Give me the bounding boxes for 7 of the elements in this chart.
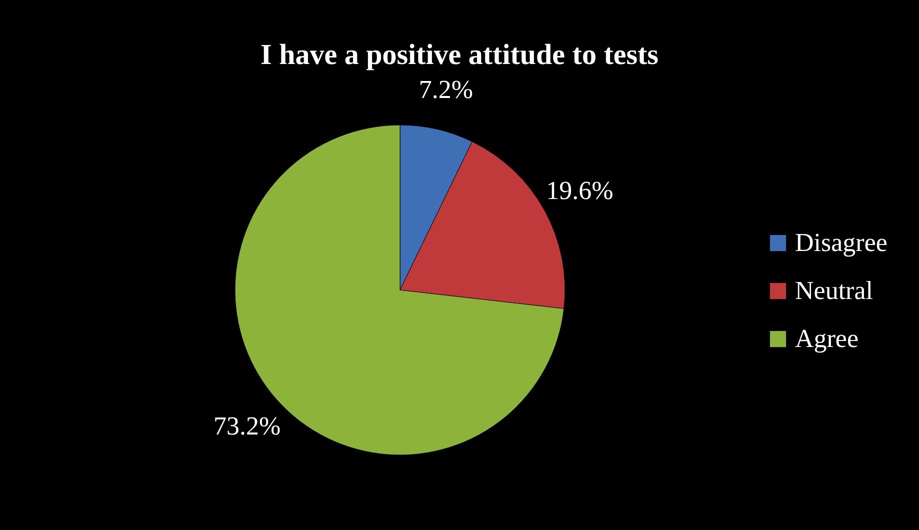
legend-label: Disagree bbox=[795, 228, 888, 257]
data-label: 19.6% bbox=[546, 176, 614, 206]
legend-label: Agree bbox=[795, 324, 859, 353]
data-label: 73.2% bbox=[213, 412, 281, 441]
data-label: 7.2% bbox=[418, 75, 474, 104]
legend-label: Neutral bbox=[795, 276, 873, 305]
chart-title: I have a positive attitude to tests bbox=[260, 39, 658, 71]
